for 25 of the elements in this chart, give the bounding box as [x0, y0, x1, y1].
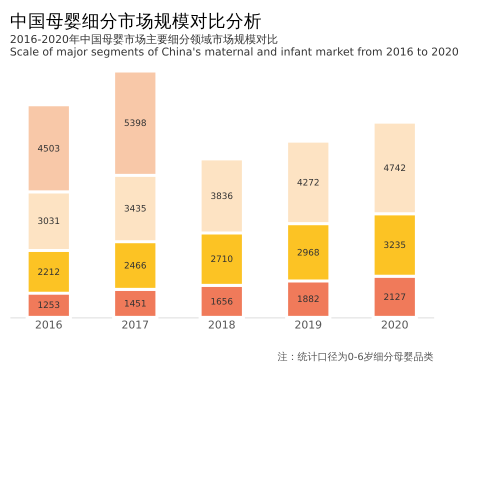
- data-label: 3435: [124, 204, 147, 214]
- x-tick-label: 2016: [34, 318, 63, 332]
- data-label: 4503: [38, 144, 60, 154]
- x-tick-label: 2018: [208, 318, 236, 332]
- data-label: 2466: [124, 261, 147, 272]
- data-label: 4742: [383, 164, 406, 174]
- data-label: 2212: [38, 268, 60, 278]
- chart-title: 中国母婴细分市场规模对比分析: [10, 11, 262, 32]
- x-tick-label: 2020: [380, 318, 409, 332]
- text: 注：统计口径为0-6岁细分母婴品类: [278, 350, 434, 363]
- data-label: 3235: [383, 240, 406, 251]
- x-tick-label: 2019: [294, 318, 322, 332]
- data-label: 4272: [296, 178, 320, 188]
- data-label: 1451: [124, 299, 147, 310]
- x-tick-label: 2017: [121, 318, 150, 332]
- data-label: 1882: [296, 295, 320, 306]
- data-label: 2127: [383, 292, 406, 303]
- data-label: 1656: [210, 297, 234, 308]
- data-label: 2968: [296, 248, 320, 258]
- chart-subtitle: 2016-2020年中国母婴市场主要细分领域市场规模对比 Scale of major segments of China's maternal and infant market from 2016 to 2020: [10, 32, 459, 59]
- data-label: 2710: [210, 255, 234, 266]
- data-label: 1253: [38, 301, 60, 312]
- data-label: 3031: [38, 217, 60, 228]
- data-label: 5398: [124, 119, 147, 130]
- data-label: 3836: [210, 192, 234, 202]
